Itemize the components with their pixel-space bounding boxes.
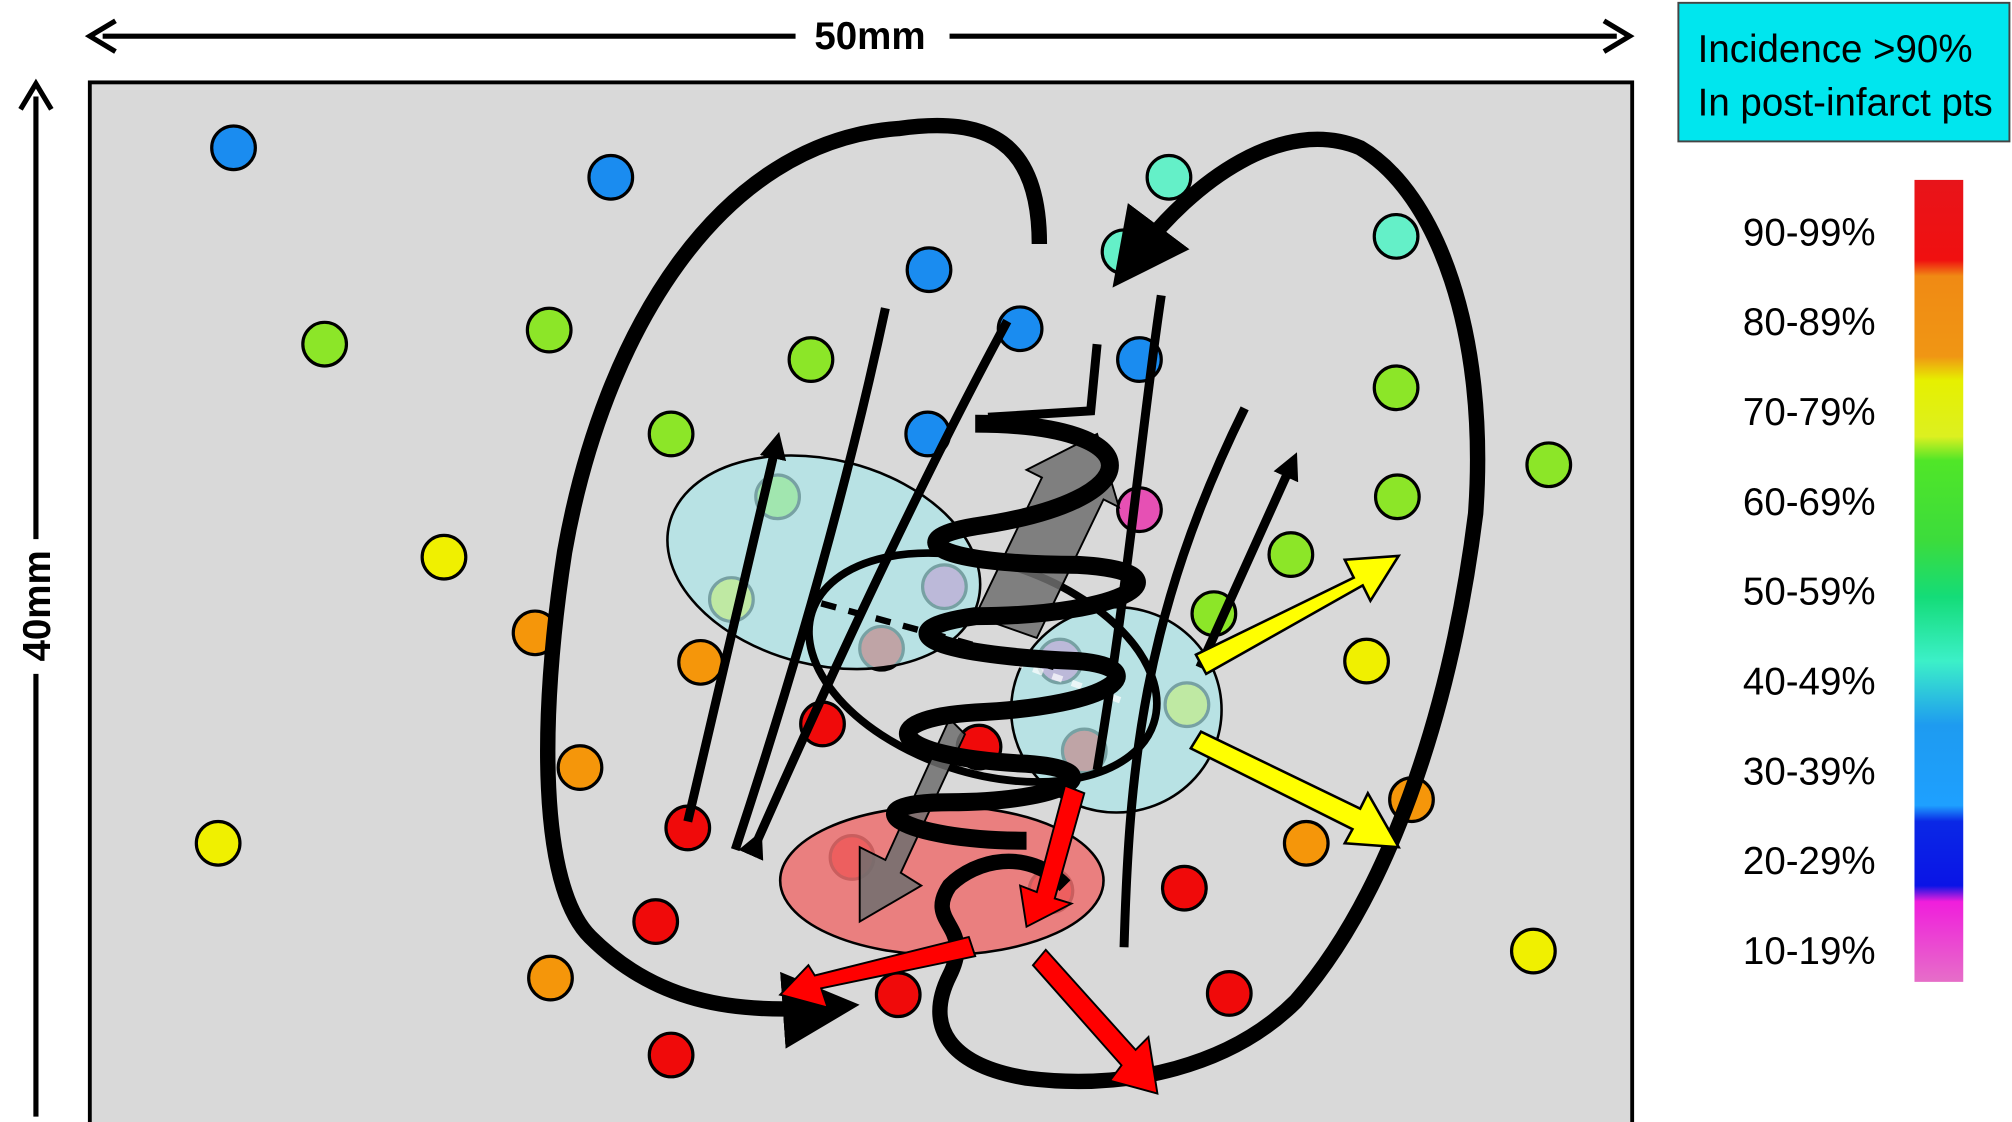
electrode-dot [1269,533,1313,577]
height-label: 40mm [16,550,59,661]
diagram: 50mm 40mm [0,0,2012,1122]
electrode-dot [1512,929,1556,973]
electrode-dot [876,973,920,1017]
color-bar [1914,180,1963,982]
note-line: Incidence >90% [1698,28,1973,71]
legend-label: 10-19% [1743,930,1876,973]
electrode-dot [679,641,723,685]
legend-label: 60-69% [1743,481,1876,524]
electrode-dot [634,900,678,944]
electrode-dot [649,412,693,456]
electrode-dot [789,338,833,382]
electrode-dot [1374,215,1418,259]
electrode-dot [527,308,571,352]
legend-label: 50-59% [1743,571,1876,614]
electrode-dot [529,956,573,1000]
electrode-dot [558,746,602,790]
width-dimension: 50mm [90,15,1630,58]
legend-label: 30-39% [1743,750,1876,793]
electrode-dot [649,1033,693,1077]
height-dimension: 40mm [16,84,59,1117]
electrode-dot [1376,475,1420,519]
electrode-dot [1527,443,1571,487]
electrode-dot [589,156,633,200]
legend-label: 90-99% [1743,211,1876,254]
electrode-dot [196,821,240,865]
legend-label: 70-79% [1743,391,1876,434]
electrode-dot [907,248,951,292]
legend-label: 20-29% [1743,840,1876,883]
page: {"dimensions": {"width": "50mm", "height… [0,0,2012,1122]
electrode-dot [303,322,347,366]
electrode-dot [1374,366,1418,410]
electrode-dot [1163,866,1207,910]
electrode-dot [1345,639,1389,683]
electrode-dot [422,535,466,579]
note-line: In post-infarct pts [1698,82,1993,125]
legend-label: 40-49% [1743,660,1876,703]
width-label: 50mm [814,15,925,58]
electrode-dot [1284,821,1328,865]
electrode-dot [212,126,256,170]
electrode-dot [1207,972,1251,1016]
legend-label: 80-89% [1743,301,1876,344]
legend: 90-99% 80-89% 70-79% 60-69% 50-59% 40-49% 30-3… [1743,211,1876,973]
